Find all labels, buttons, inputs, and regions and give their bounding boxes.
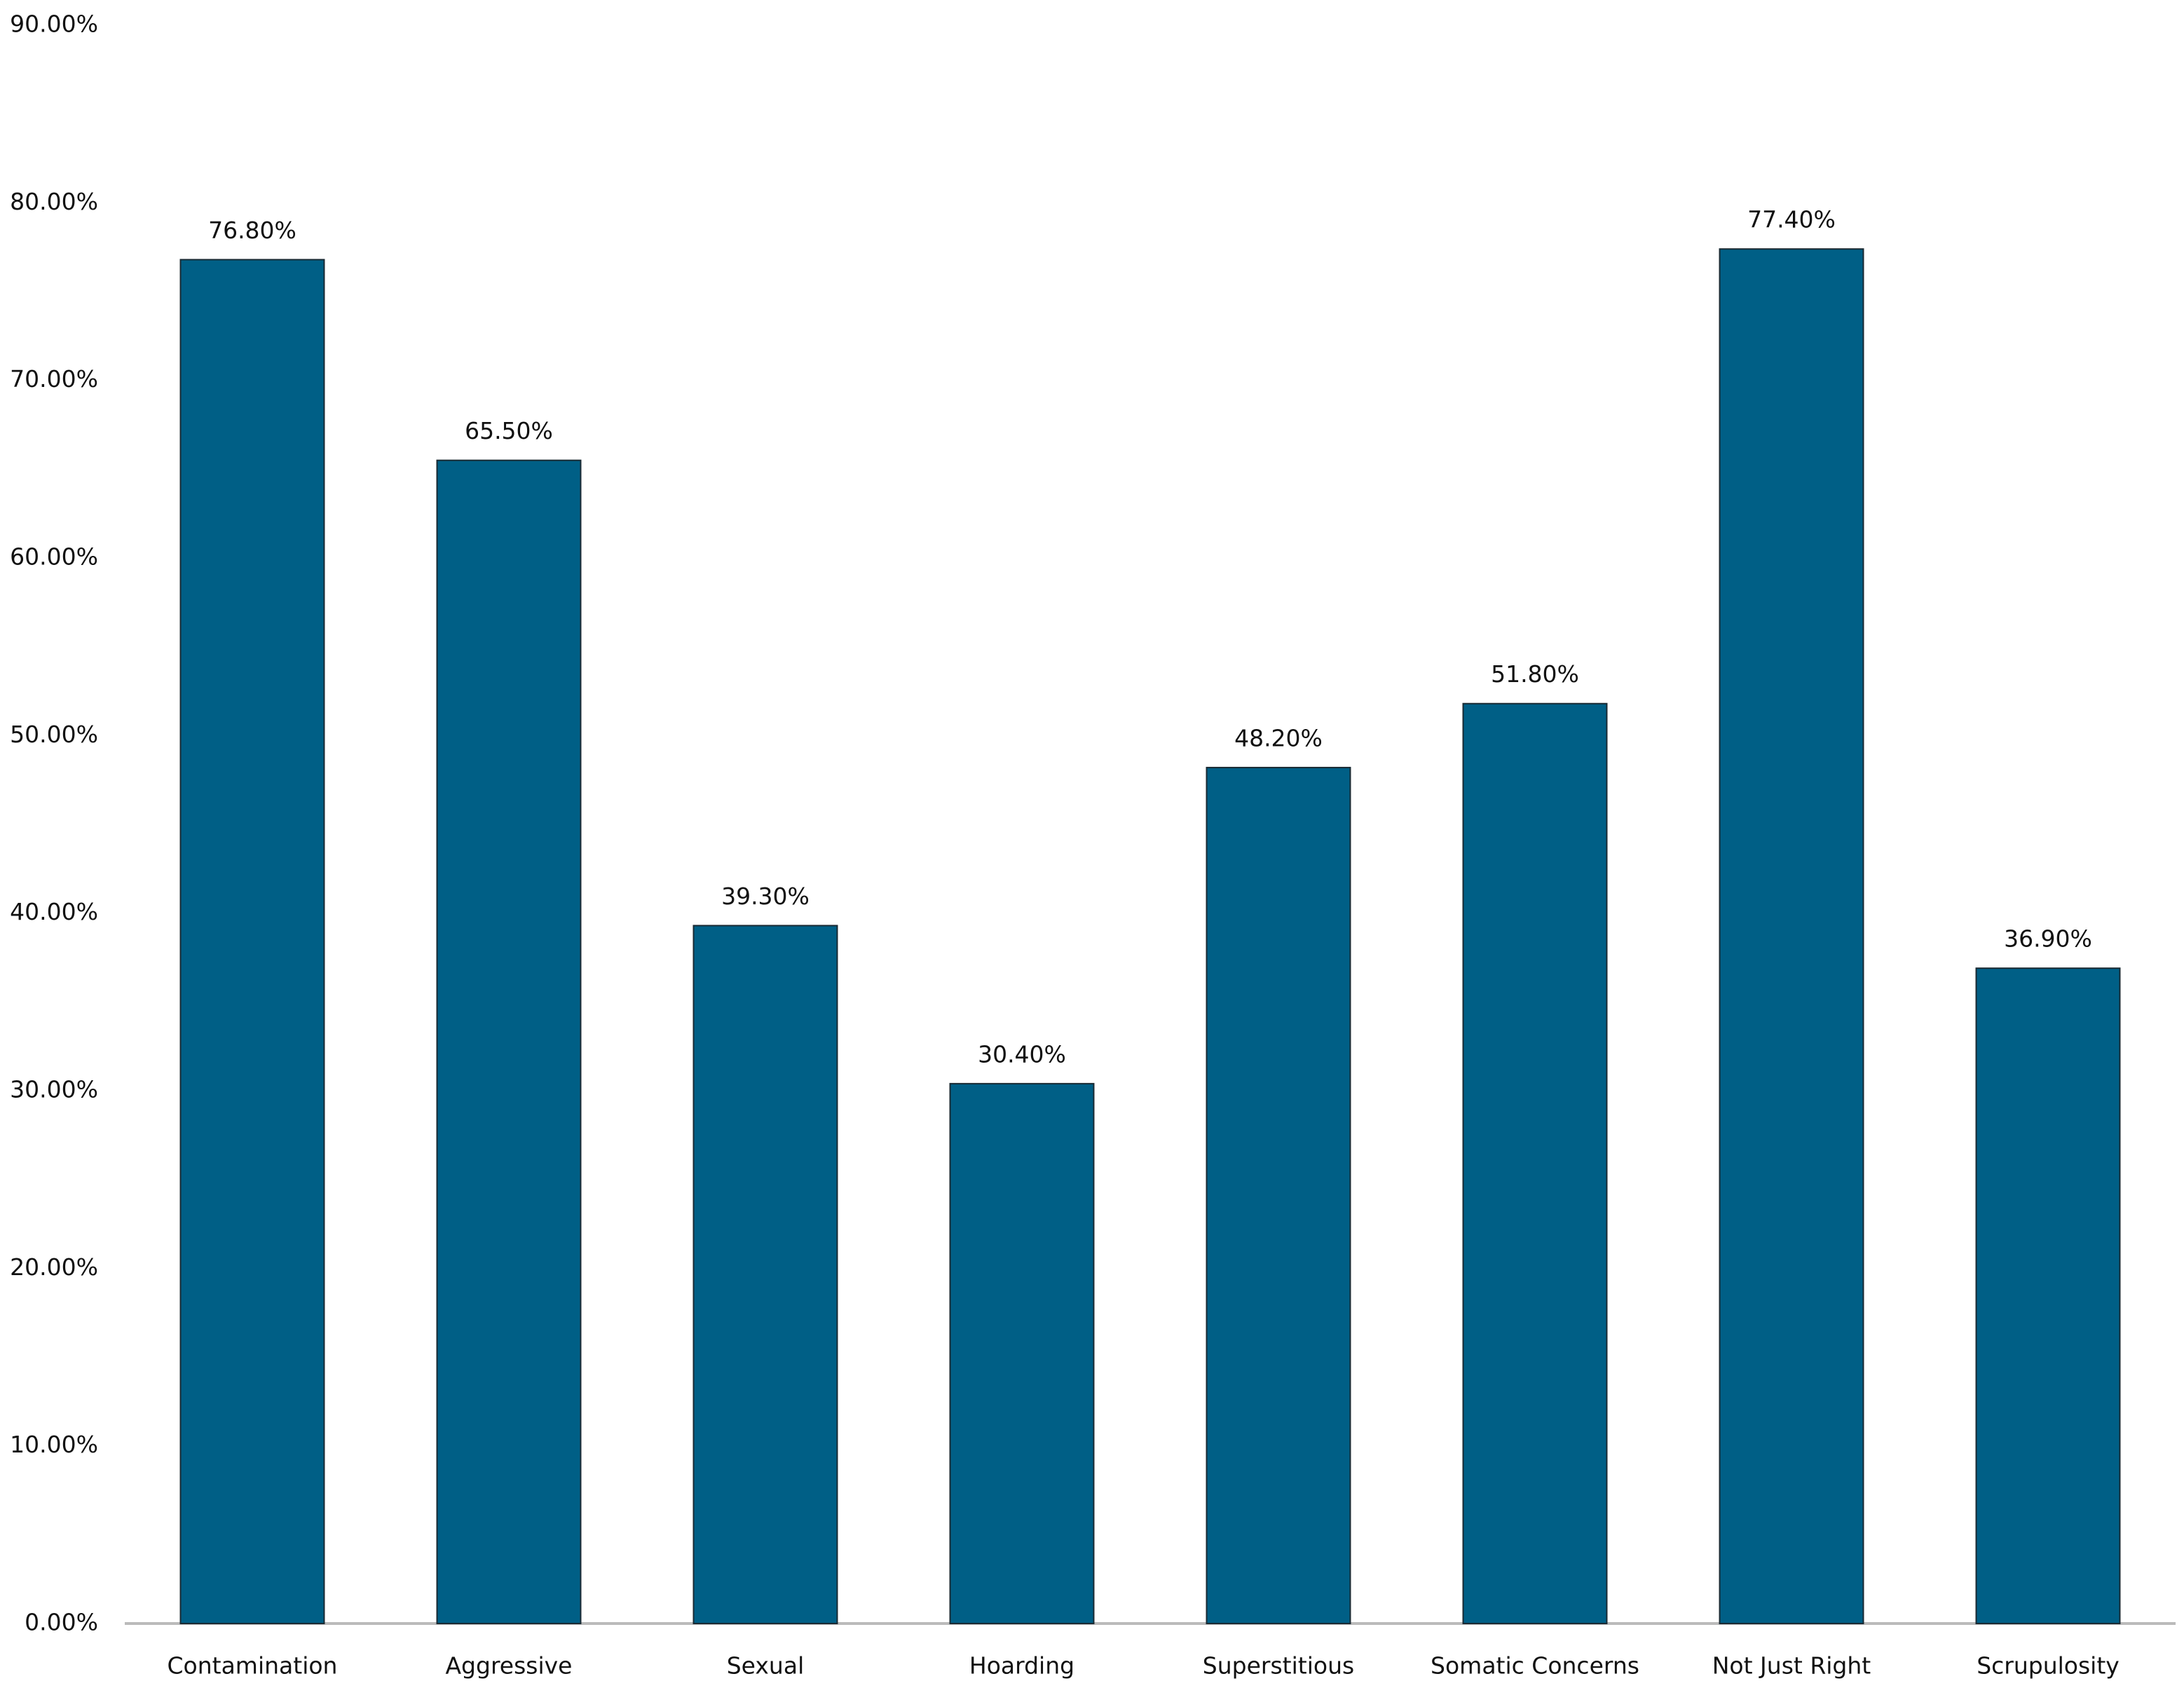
value-label: 76.80%	[208, 217, 296, 244]
value-label: 48.20%	[1234, 724, 1323, 751]
bar	[1719, 248, 1864, 1625]
bar	[949, 1082, 1095, 1625]
y-tick-label: 90.00%	[10, 11, 98, 38]
bar	[1975, 967, 2121, 1624]
value-label: 39.30%	[721, 883, 810, 910]
value-label: 65.50%	[465, 417, 553, 444]
value-label: 30.40%	[978, 1040, 1066, 1068]
x-tick-label: Somatic Concerns	[1431, 1652, 1639, 1680]
y-tick-label: 30.00%	[10, 1076, 98, 1103]
y-tick-label: 80.00%	[10, 188, 98, 215]
x-tick-label: Scrupulosity	[1977, 1652, 2120, 1680]
x-tick-label: Aggressive	[445, 1652, 572, 1680]
y-tick-label: 60.00%	[10, 543, 98, 571]
x-tick-label: Contamination	[168, 1652, 338, 1680]
x-tick-label: Superstitious	[1203, 1652, 1354, 1680]
value-label: 36.90%	[2004, 925, 2092, 953]
y-tick-label: 0.00%	[25, 1609, 98, 1636]
bar	[179, 259, 325, 1624]
value-label: 51.80%	[1491, 660, 1579, 688]
x-tick-label: Hoarding	[969, 1652, 1074, 1680]
y-tick-label: 70.00%	[10, 365, 98, 393]
bar	[692, 925, 838, 1624]
x-tick-label: Not Just Right	[1712, 1652, 1871, 1680]
x-tick-label: Sexual	[727, 1652, 805, 1680]
value-label: 77.40%	[1747, 206, 1836, 233]
y-tick-label: 20.00%	[10, 1253, 98, 1281]
y-tick-label: 50.00%	[10, 721, 98, 748]
bar	[1206, 766, 1351, 1624]
bar	[1462, 702, 1608, 1625]
y-tick-label: 40.00%	[10, 898, 98, 925]
bar	[436, 459, 582, 1625]
y-tick-label: 10.00%	[10, 1431, 98, 1458]
